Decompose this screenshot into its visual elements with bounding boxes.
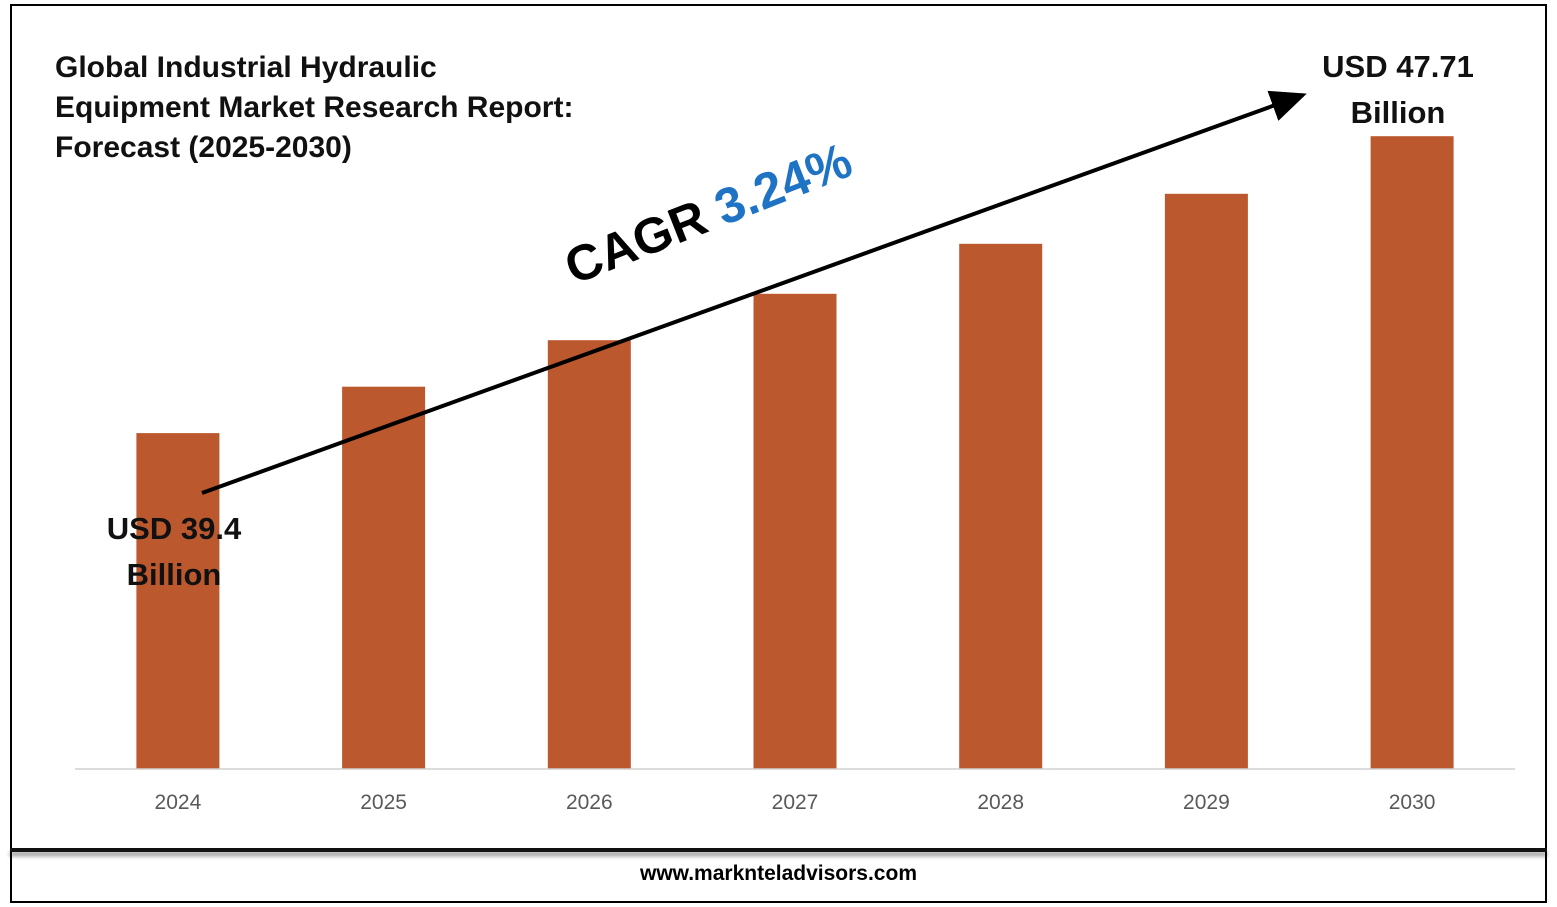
x-tick-label: 2028: [977, 791, 1024, 814]
bar-2027: [753, 293, 837, 769]
x-tick-label: 2026: [566, 791, 613, 814]
x-tick-label: 2030: [1389, 791, 1436, 814]
chart-title-line-3: Forecast (2025-2030): [55, 131, 352, 164]
start-value-callout: USD 39.4 Billion: [84, 506, 264, 598]
chart-title: Global Industrial Hydraulic Equipment Ma…: [55, 48, 675, 168]
end-value-line-1: USD 47.71: [1322, 49, 1474, 84]
bar-2026: [547, 340, 631, 769]
x-tick-label: 2024: [155, 791, 202, 814]
growth-arrow: [201, 90, 1307, 495]
bar-2029: [1164, 193, 1248, 770]
bar-2030: [1370, 136, 1454, 769]
x-tick-label: 2029: [1183, 791, 1230, 814]
bar-series: [136, 136, 1454, 770]
x-tick-label: 2025: [360, 791, 407, 814]
chart-title-line-1: Global Industrial Hydraulic: [55, 51, 437, 84]
footer-website-link[interactable]: www.marknteladvisors.com: [640, 862, 917, 885]
bar-2024: [136, 433, 220, 769]
bar-2025: [342, 386, 426, 769]
x-axis-tick-labels: 2024 2025 2026 2027 2028 2029 2030: [155, 791, 1436, 814]
start-value-line-2: Billion: [126, 557, 222, 592]
bar-2028: [959, 243, 1043, 770]
end-value-callout: USD 47.71 Billion: [1300, 44, 1496, 136]
chart-title-line-2: Equipment Market Research Report:: [55, 91, 574, 124]
x-tick-label: 2027: [772, 791, 819, 814]
footer-divider: [10, 848, 1547, 852]
end-value-line-2: Billion: [1350, 95, 1446, 130]
start-value-line-1: USD 39.4: [106, 511, 242, 546]
